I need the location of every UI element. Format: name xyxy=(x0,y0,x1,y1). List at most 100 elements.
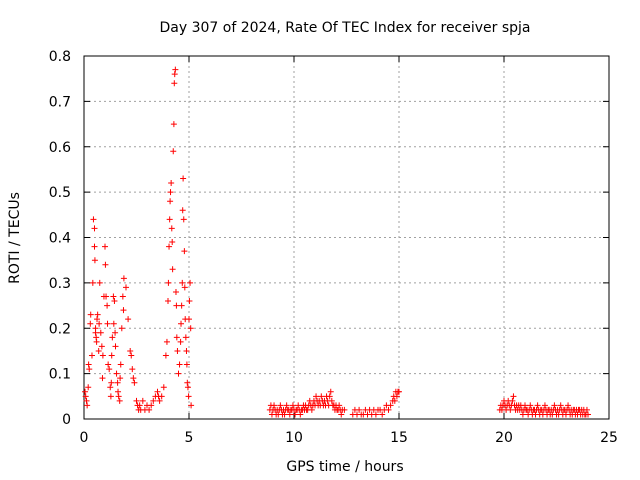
data-point xyxy=(527,402,534,409)
data-point xyxy=(557,402,564,409)
data-point xyxy=(534,402,541,409)
data-point xyxy=(173,334,180,341)
data-point xyxy=(87,320,94,327)
data-point xyxy=(102,261,109,268)
data-point xyxy=(313,393,320,400)
grid-lines xyxy=(84,56,609,419)
data-point xyxy=(129,366,136,373)
data-point xyxy=(93,338,100,345)
data-point xyxy=(91,243,98,250)
y-tick-label: 0 xyxy=(62,412,71,428)
y-tick-label: 0.1 xyxy=(49,367,71,383)
data-point xyxy=(286,411,293,418)
data-point xyxy=(89,279,96,286)
data-point xyxy=(341,406,348,413)
data-points xyxy=(82,66,591,418)
data-point xyxy=(162,352,169,359)
data-point xyxy=(167,198,174,205)
data-point xyxy=(130,375,137,382)
data-point xyxy=(289,402,296,409)
x-tick-label: 5 xyxy=(185,430,194,446)
data-point xyxy=(180,216,187,223)
data-point xyxy=(356,406,363,413)
data-point xyxy=(179,279,186,286)
data-point xyxy=(178,320,185,327)
data-point xyxy=(102,243,108,250)
data-point xyxy=(177,338,184,345)
data-point xyxy=(158,393,165,400)
data-point xyxy=(123,284,129,291)
data-point xyxy=(103,293,110,300)
y-tick-label: 0.5 xyxy=(49,185,71,201)
data-point xyxy=(166,216,173,223)
data-point xyxy=(176,361,183,368)
data-point xyxy=(125,316,132,323)
data-point xyxy=(174,347,181,354)
data-point xyxy=(154,388,161,395)
data-point xyxy=(372,411,379,418)
data-point xyxy=(99,352,106,359)
data-point xyxy=(308,406,315,413)
data-point xyxy=(98,343,105,350)
data-point xyxy=(118,325,125,332)
data-point xyxy=(336,402,343,409)
y-tick-label: 0.8 xyxy=(49,49,71,65)
data-point xyxy=(565,402,572,409)
data-point xyxy=(111,298,118,305)
data-point xyxy=(82,388,89,395)
data-point xyxy=(112,329,119,336)
y-tick-label: 0.6 xyxy=(49,140,71,156)
data-point xyxy=(110,293,117,300)
data-point xyxy=(183,347,190,354)
data-point xyxy=(163,338,170,345)
data-point xyxy=(120,307,127,314)
data-point xyxy=(168,225,175,232)
data-point xyxy=(133,397,140,404)
data-series xyxy=(496,393,591,418)
data-point xyxy=(127,347,134,354)
data-point xyxy=(110,320,117,327)
data-point xyxy=(112,343,119,350)
data-point xyxy=(184,384,191,391)
data-point xyxy=(104,302,111,309)
data-point xyxy=(99,375,106,382)
data-point xyxy=(181,284,188,291)
data-point xyxy=(295,402,302,409)
data-point xyxy=(94,316,101,323)
data-point xyxy=(108,352,115,359)
data-point xyxy=(87,311,94,318)
data-point xyxy=(109,334,116,341)
data-point xyxy=(96,279,103,286)
data-point xyxy=(326,393,333,400)
data-point xyxy=(170,148,177,155)
x-tick-label: 20 xyxy=(495,430,513,446)
data-point xyxy=(338,411,345,418)
data-point xyxy=(148,402,155,409)
data-point xyxy=(107,384,114,391)
data-point xyxy=(181,248,188,255)
data-point xyxy=(522,402,528,409)
data-point xyxy=(297,411,304,418)
data-point xyxy=(179,207,186,214)
data-point xyxy=(188,402,195,409)
x-tick-label: 15 xyxy=(390,430,408,446)
data-point xyxy=(379,411,386,418)
data-point xyxy=(83,397,90,404)
data-point xyxy=(165,298,171,305)
data-series xyxy=(82,66,195,413)
data-point xyxy=(169,266,176,273)
data-point xyxy=(165,279,172,286)
data-point xyxy=(183,361,190,368)
data-point xyxy=(541,402,548,409)
data-point xyxy=(551,402,558,409)
data-series xyxy=(349,388,402,418)
data-point xyxy=(172,288,179,295)
data-point xyxy=(91,257,98,264)
data-point xyxy=(509,397,516,404)
data-point xyxy=(173,302,180,309)
data-point xyxy=(171,80,178,87)
data-point xyxy=(150,397,157,404)
data-point xyxy=(182,334,189,341)
data-point xyxy=(91,225,98,232)
data-point xyxy=(184,379,191,386)
